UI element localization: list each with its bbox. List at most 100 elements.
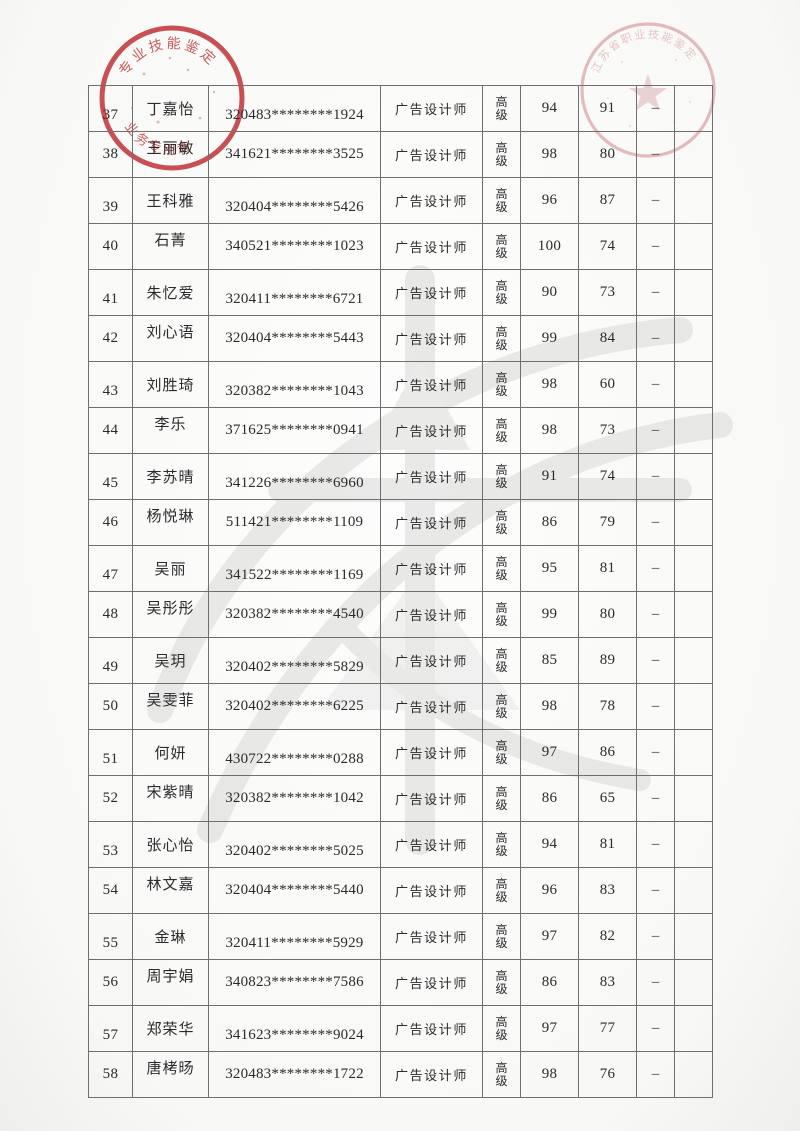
row-person-name: 王科雅	[132, 177, 209, 224]
row-id-number-text: 341621********3525	[225, 146, 364, 162]
row-id-number: 320382********4540	[208, 591, 381, 638]
row-score-practical-text: 86	[599, 744, 616, 760]
table-row: 44 李乐 371625********0941 广告设计师 高级 98 73 –	[88, 407, 713, 454]
row-note-first-text: –	[651, 376, 660, 392]
row-score-practical-text: 73	[599, 422, 616, 438]
row-id-number-text: 430722********0288	[225, 751, 364, 767]
row-occupation: 广告设计师	[380, 867, 483, 914]
row-level: 高级	[482, 913, 521, 960]
row-sequence-number: 40	[88, 223, 133, 270]
row-score-practical-text: 82	[599, 928, 616, 944]
row-occupation: 广告设计师	[380, 821, 483, 868]
row-sequence-number: 58	[88, 1051, 133, 1098]
row-sequence-number-text: 45	[102, 475, 119, 491]
row-note-first: –	[636, 729, 675, 776]
row-note-first-text: –	[651, 836, 660, 852]
row-level-text: 高级	[495, 830, 508, 858]
row-score-theory: 98	[520, 683, 579, 730]
row-occupation: 广告设计师	[380, 775, 483, 822]
row-level-text: 高级	[495, 968, 508, 996]
row-person-name: 吴玥	[132, 637, 209, 684]
row-level-text: 高级	[495, 692, 508, 720]
row-person-name: 吴彤彤	[132, 591, 209, 638]
row-score-theory: 99	[520, 315, 579, 362]
row-id-number: 320402********6225	[208, 683, 381, 730]
row-occupation-text: 广告设计师	[394, 700, 468, 715]
row-level: 高级	[482, 131, 521, 178]
row-id-number-text: 320402********5025	[225, 843, 364, 859]
row-person-name-text: 王科雅	[146, 194, 195, 210]
row-score-theory-text: 91	[541, 468, 558, 484]
row-id-number-text: 320382********1042	[225, 790, 364, 806]
table-row: 56 周宇娟 340823********7586 广告设计师 高级 86 83 –	[88, 959, 713, 1006]
row-sequence-number-text: 58	[102, 1066, 119, 1082]
row-note-second	[674, 177, 713, 224]
svg-text:专业技能鉴定: 专业技能鉴定	[116, 36, 220, 79]
row-note-first: –	[636, 85, 675, 132]
row-level-text: 高级	[495, 876, 508, 904]
row-score-theory: 86	[520, 499, 579, 546]
row-score-theory-text: 94	[541, 836, 558, 852]
row-note-first-text: –	[651, 606, 660, 622]
row-level-text: 高级	[495, 646, 508, 674]
row-score-practical-text: 80	[599, 146, 616, 162]
row-note-first: –	[636, 269, 675, 316]
table-row: 49 吴玥 320402********5829 广告设计师 高级 85 89 –	[88, 637, 713, 684]
row-id-number-text: 320402********5829	[225, 659, 364, 675]
row-note-second	[674, 821, 713, 868]
row-score-practical-text: 83	[599, 882, 616, 898]
row-sequence-number: 37	[88, 85, 133, 132]
row-person-name: 金琳	[132, 913, 209, 960]
row-score-theory-text: 98	[541, 146, 558, 162]
row-id-number: 320382********1043	[208, 361, 381, 408]
row-level-text: 高级	[495, 94, 508, 122]
row-occupation: 广告设计师	[380, 315, 483, 362]
row-note-first-text: –	[651, 790, 660, 806]
row-level-text: 高级	[495, 370, 508, 398]
row-sequence-number: 41	[88, 269, 133, 316]
row-occupation: 广告设计师	[380, 177, 483, 224]
row-sequence-number: 38	[88, 131, 133, 178]
row-level-text: 高级	[495, 416, 508, 444]
row-id-number: 430722********0288	[208, 729, 381, 776]
row-level-text: 高级	[495, 462, 508, 490]
row-id-number: 371625********0941	[208, 407, 381, 454]
row-score-practical-text: 83	[599, 974, 616, 990]
row-id-number-text: 320382********4540	[225, 606, 364, 622]
row-sequence-number: 50	[88, 683, 133, 730]
row-id-number: 320382********1042	[208, 775, 381, 822]
row-score-theory: 91	[520, 453, 579, 500]
row-person-name-text: 林文嘉	[146, 877, 195, 893]
row-level: 高级	[482, 177, 521, 224]
row-person-name: 张心怡	[132, 821, 209, 868]
row-occupation-text: 广告设计师	[394, 1068, 468, 1083]
table-row: 57 郑荣华 341623********9024 广告设计师 高级 97 77 –	[88, 1005, 713, 1052]
row-occupation-text: 广告设计师	[394, 746, 468, 761]
row-score-theory-text: 98	[541, 1066, 558, 1082]
row-score-practical: 60	[578, 361, 637, 408]
row-sequence-number-text: 55	[102, 935, 119, 951]
row-occupation-text: 广告设计师	[394, 470, 468, 485]
row-score-theory: 94	[520, 821, 579, 868]
row-score-practical: 80	[578, 591, 637, 638]
row-id-number-text: 320404********5443	[225, 330, 364, 346]
row-note-first-text: –	[651, 698, 660, 714]
row-score-practical: 77	[578, 1005, 637, 1052]
row-occupation-text: 广告设计师	[394, 516, 468, 531]
row-note-first-text: –	[651, 422, 660, 438]
table-row: 54 林文嘉 320404********5440 广告设计师 高级 96 83 –	[88, 867, 713, 914]
row-id-number: 320404********5440	[208, 867, 381, 914]
row-level: 高级	[482, 499, 521, 546]
row-sequence-number: 53	[88, 821, 133, 868]
row-person-name-text: 石菁	[154, 233, 187, 249]
svg-text:江苏省职业技能鉴定: 江苏省职业技能鉴定	[589, 28, 700, 75]
row-note-first: –	[636, 177, 675, 224]
row-score-practical-text: 65	[599, 790, 616, 806]
row-note-first-text: –	[651, 284, 660, 300]
row-score-theory-text: 97	[541, 928, 558, 944]
row-id-number: 320404********5426	[208, 177, 381, 224]
row-id-number-text: 320404********5426	[225, 199, 364, 215]
row-level: 高级	[482, 407, 521, 454]
row-occupation-text: 广告设计师	[394, 148, 468, 163]
row-score-practical: 73	[578, 407, 637, 454]
